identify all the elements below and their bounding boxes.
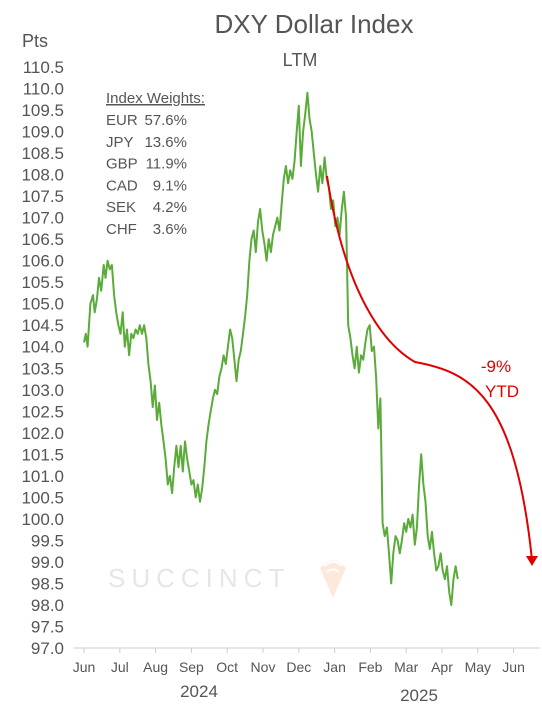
x-tick-label: May	[465, 659, 491, 675]
y-tick-label: 109.5	[21, 101, 64, 120]
annotation-ytd: YTD	[485, 382, 519, 401]
y-tick-label: 103.0	[21, 381, 64, 400]
y-tick-label: 99.0	[31, 553, 64, 572]
watermark-text: SUCCINCT	[108, 563, 290, 593]
chart-subtitle: LTM	[283, 50, 318, 70]
ytd-arrow	[326, 175, 533, 561]
year-label-2024: 2024	[180, 682, 218, 701]
y-tick-label: 102.0	[21, 424, 64, 443]
legend-currency-eur: EUR	[106, 112, 138, 129]
y-tick-label: 108.0	[21, 166, 64, 185]
y-tick-label: 107.0	[21, 209, 64, 228]
y-tick-label: 101.5	[21, 445, 64, 464]
y-tick-label: 101.0	[21, 467, 64, 486]
x-tick-label: Apr	[431, 659, 453, 675]
y-tick-label: 97.5	[31, 617, 64, 636]
x-axis-ticks: Jun Jul Aug Sep Oct Nov Dec Jan Feb Mar Apr May Jun	[73, 648, 525, 675]
y-tick-label: 105.5	[21, 273, 64, 292]
y-tick-label: 105.0	[21, 295, 64, 314]
legend-weight-gbp: 11.9%	[146, 156, 187, 173]
y-tick-label: 98.0	[31, 596, 64, 615]
series-line-dxy	[83, 91, 459, 606]
y-tick-label: 110.0	[23, 80, 64, 99]
y-axis-unit: Pts	[22, 31, 48, 51]
x-tick-label: Jan	[323, 659, 346, 675]
y-tick-label: 99.5	[31, 531, 64, 550]
ytd-annotation: -9% YTD	[326, 175, 538, 566]
y-tick-label: 108.5	[21, 144, 64, 163]
legend-currency-cad: CAD	[106, 177, 138, 194]
x-tick-label: Jul	[111, 659, 129, 675]
plot-area	[83, 91, 459, 606]
watermark-logo-icon	[320, 560, 346, 598]
y-tick-label: 103.5	[21, 359, 64, 378]
y-tick-label: 97.0	[31, 639, 64, 658]
y-tick-label: 100.0	[21, 510, 64, 529]
legend-currency-chf: CHF	[106, 221, 137, 238]
y-tick-label: 109.0	[21, 123, 64, 142]
x-tick-label: Oct	[216, 659, 238, 675]
y-tick-label: 110.5	[23, 58, 64, 77]
x-tick-label: Jun	[502, 659, 525, 675]
y-tick-label: 104.0	[21, 338, 64, 357]
y-tick-label: 107.5	[21, 187, 64, 206]
year-label-2025: 2025	[400, 686, 438, 705]
y-tick-label: 106.5	[21, 230, 64, 249]
x-tick-label: Jun	[73, 659, 96, 675]
y-tick-label: 100.5	[21, 488, 64, 507]
index-weights-legend: Index Weights: EUR 57.6% JPY 13.6% GBP 11.9% C…	[106, 90, 205, 238]
annotation-pct: -9%	[481, 357, 511, 376]
legend-weight-sek: 4.2%	[153, 199, 187, 216]
legend-title: Index Weights:	[106, 90, 205, 107]
y-tick-label: 102.5	[21, 402, 64, 421]
legend-currency-sek: SEK	[106, 199, 136, 216]
legend-currency-jpy: JPY	[106, 134, 134, 151]
y-tick-label: 98.5	[31, 574, 64, 593]
x-tick-label: Dec	[286, 659, 311, 675]
y-tick-label: 104.5	[21, 316, 64, 335]
legend-currency-gbp: GBP	[106, 156, 138, 173]
y-tick-label: 106.0	[21, 252, 64, 271]
x-tick-label: Mar	[394, 659, 418, 675]
x-tick-label: Sep	[179, 659, 204, 675]
x-tick-label: Aug	[143, 659, 168, 675]
legend-weight-jpy: 13.6%	[144, 134, 187, 151]
chart-title: DXY Dollar Index	[215, 9, 414, 39]
y-axis: 110.5 110.0 109.5 109.0 108.5 108.0 107.5 107.0…	[21, 58, 64, 658]
x-tick-label: Feb	[358, 659, 382, 675]
x-tick-label: Nov	[251, 659, 276, 675]
legend-weight-chf: 3.6%	[153, 221, 187, 238]
watermark: SUCCINCT	[108, 560, 346, 598]
legend-weight-cad: 9.1%	[153, 177, 187, 194]
arrow-head-icon	[526, 556, 538, 566]
legend-weight-eur: 57.6%	[144, 112, 187, 129]
